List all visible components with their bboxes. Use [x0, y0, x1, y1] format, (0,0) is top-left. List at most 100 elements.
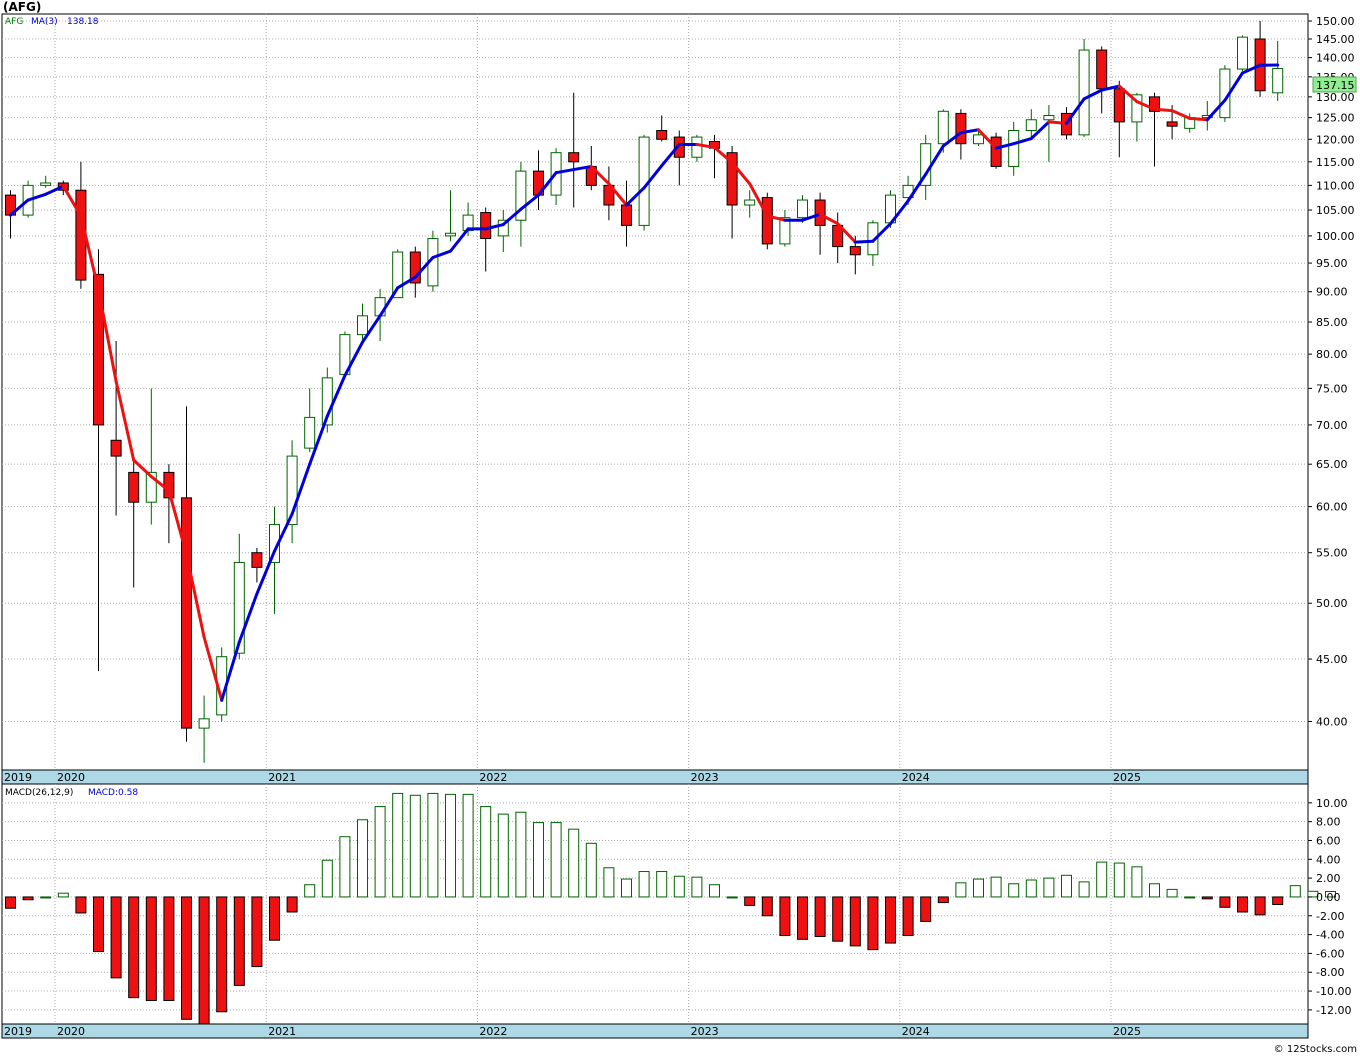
macd-bar	[233, 896, 245, 986]
price-tick-label: 150.00	[1316, 15, 1355, 28]
candle-body	[181, 497, 192, 729]
ma-segment	[449, 227, 470, 253]
candle	[181, 406, 192, 742]
price-tick-label: 100.00	[1316, 230, 1355, 243]
macd-value: MACD:0.58	[88, 788, 138, 798]
ma-segment	[220, 640, 241, 702]
candle-body	[814, 199, 826, 226]
ma-segment	[413, 256, 435, 279]
macd-tick-label: 2.00	[1316, 872, 1341, 885]
macd-bar	[321, 859, 333, 898]
legend-ma-value: 138.18	[67, 17, 99, 27]
candle	[409, 246, 421, 298]
ma-segment	[378, 286, 400, 318]
candle-body	[128, 471, 140, 503]
price-tick-label: 105.00	[1316, 204, 1355, 217]
macd-bar	[5, 896, 16, 909]
candle-body	[392, 251, 404, 299]
macd-bar	[1166, 888, 1178, 898]
macd-bar	[1325, 890, 1336, 898]
macd-bar	[937, 896, 949, 904]
macd-bar	[445, 793, 456, 898]
ma-segment	[26, 192, 48, 202]
candle-body	[357, 315, 368, 336]
macd-bar	[427, 792, 439, 898]
macd-tick-label: 4.00	[1316, 853, 1341, 866]
credit-label: © 12Stocks.com	[1274, 1044, 1357, 1055]
macd-tick-label: 8.00	[1316, 816, 1341, 829]
candle-body	[1078, 49, 1090, 136]
candle-body	[198, 718, 210, 729]
price-tick-label: 50.00	[1316, 597, 1348, 610]
candle-body	[568, 152, 580, 163]
candle-body	[691, 136, 703, 158]
ma-segment	[765, 214, 787, 222]
candle	[1237, 35, 1248, 71]
ma-segment	[255, 549, 276, 596]
price-tick-label: 120.00	[1316, 133, 1355, 146]
candle	[93, 249, 104, 671]
year-label: 2023	[691, 771, 719, 784]
candle	[497, 210, 509, 253]
candle-body	[744, 199, 756, 206]
macd-bar	[550, 822, 562, 898]
macd-bar	[93, 896, 104, 953]
ma-segment	[1170, 109, 1192, 120]
candle	[779, 210, 791, 247]
macd-bar	[462, 793, 474, 898]
candle-body	[937, 110, 949, 145]
candle-body	[797, 199, 808, 219]
macd-bar	[726, 896, 738, 899]
candle	[1078, 38, 1090, 138]
moving-average-line	[9, 63, 1280, 702]
price-tick-label: 85.00	[1316, 316, 1348, 329]
ma-segment	[625, 186, 646, 207]
ma-segment	[1047, 120, 1068, 125]
ma-segment	[79, 214, 100, 292]
year-labels-price: 2019 2020 2021 2022 2023 2024 2025	[4, 771, 1141, 784]
price-tick-label: 80.00	[1316, 348, 1348, 361]
macd-histogram	[5, 792, 1336, 1025]
candle	[656, 115, 668, 142]
candle-body	[955, 112, 967, 145]
candle-body	[973, 134, 984, 145]
price-tick-label: 140.00	[1316, 52, 1355, 65]
macd-bar	[1025, 879, 1037, 898]
macd-panel	[1, 783, 1309, 1025]
macd-bar	[145, 896, 157, 1001]
candle-body	[1149, 96, 1160, 112]
ma-segment	[889, 199, 910, 226]
candle	[110, 341, 122, 516]
price-panel	[1, 13, 1309, 771]
candle-body	[110, 439, 122, 457]
macd-bar	[568, 828, 580, 898]
macd-bar	[1201, 896, 1213, 900]
macd-bar	[269, 896, 280, 941]
ma-segment	[361, 314, 382, 344]
macd-bar	[973, 878, 984, 898]
ma-segment	[1012, 137, 1033, 146]
price-tick-label: 90.00	[1316, 286, 1348, 299]
macd-bar	[1008, 883, 1020, 898]
macd-bar	[392, 792, 404, 898]
ma-segment	[537, 171, 558, 197]
last-price-label: 137.15	[1316, 79, 1355, 92]
year-label: 2024	[902, 771, 930, 784]
candle-body	[1131, 94, 1143, 123]
ma-segment	[501, 207, 523, 227]
candle	[445, 190, 456, 242]
macd-tick-label: 6.00	[1316, 834, 1341, 847]
ma-segment	[132, 458, 153, 479]
candlestick-series	[5, 21, 1284, 763]
price-axis: 40.00 45.00 50.00 55.00 60.00 65.00 70.00 75.00…	[1308, 15, 1355, 728]
ma-segment	[1205, 98, 1227, 122]
macd-bar	[1254, 896, 1266, 916]
candle-body	[409, 251, 421, 284]
macd-bar	[814, 896, 826, 937]
candle-body	[497, 219, 509, 237]
macd-bar	[1219, 896, 1231, 908]
macd-bar	[357, 819, 368, 898]
macd-bar	[902, 896, 914, 937]
macd-bar	[1078, 881, 1090, 898]
year-label: 2022	[479, 1025, 507, 1038]
